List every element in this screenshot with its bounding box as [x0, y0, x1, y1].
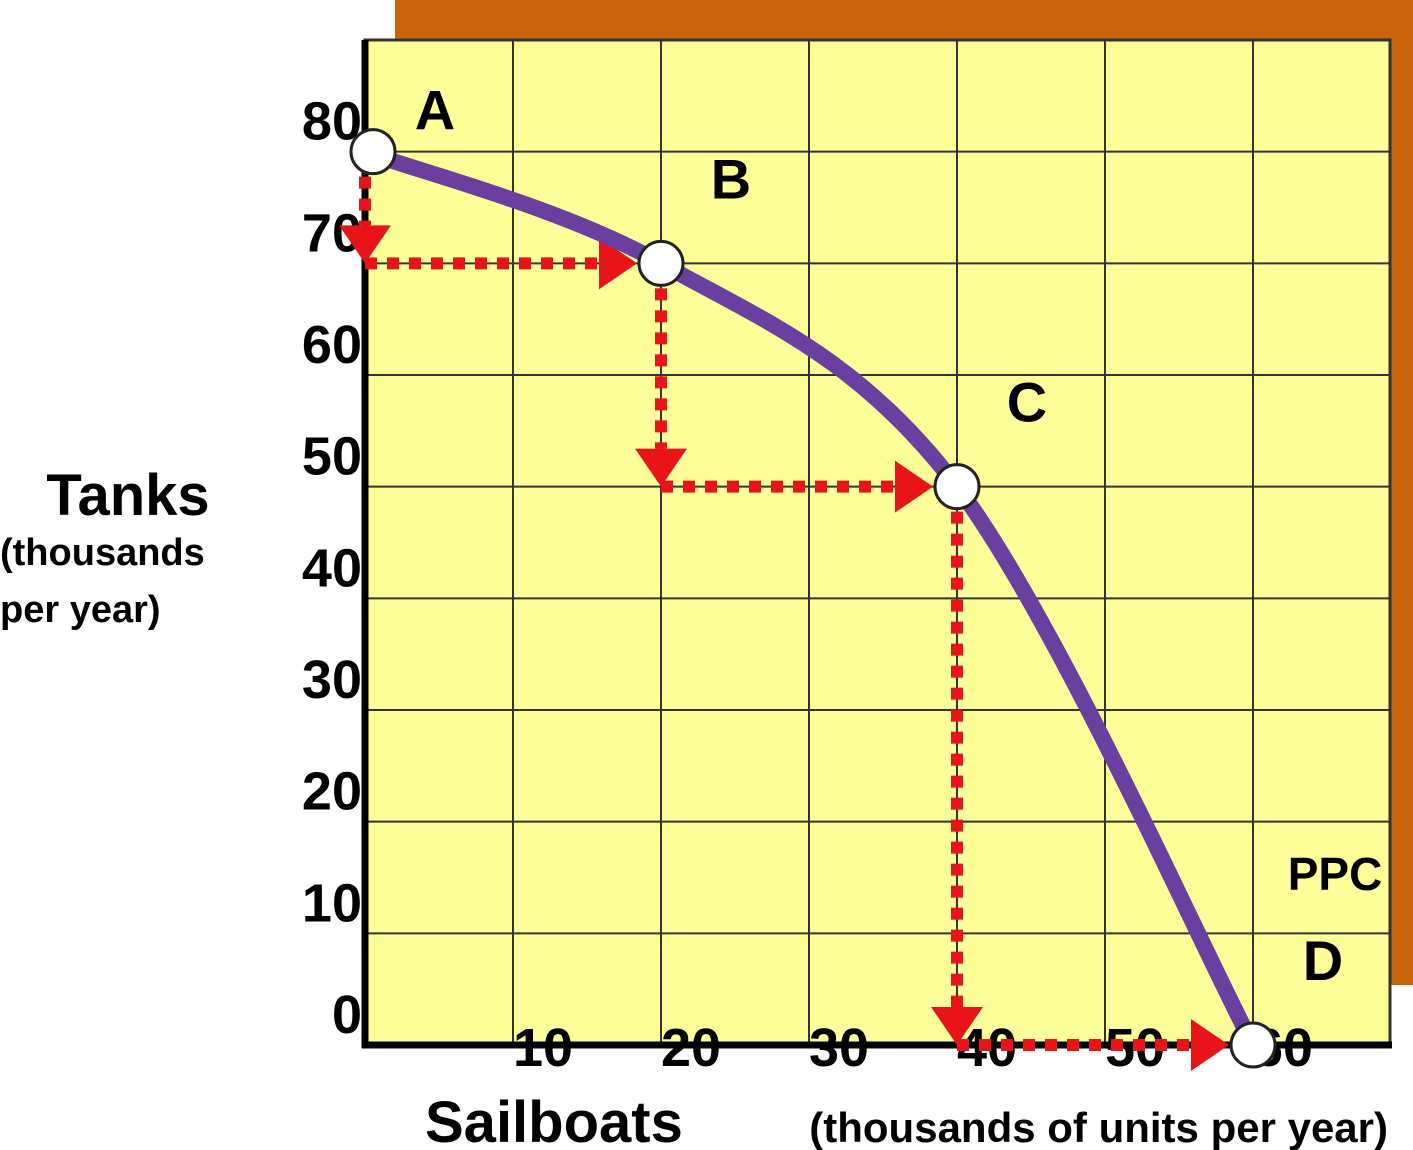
point-marker [1229, 1021, 1277, 1069]
point-label: C [1007, 371, 1047, 434]
y-axis-subtitle: (thousands [0, 532, 205, 574]
arrow-head [599, 237, 637, 290]
point-marker [349, 128, 397, 176]
arrow-head [1191, 1019, 1229, 1071]
point-label: A [415, 79, 455, 142]
annotation: PPC [1288, 848, 1383, 900]
y-tick-label: 20 [302, 762, 362, 822]
x-tick-label: 20 [661, 1018, 721, 1078]
y-tick-label: 0 [332, 985, 362, 1045]
ppc-curve [362, 144, 1261, 1049]
y-tick-label: 60 [302, 315, 362, 375]
point-marker [933, 463, 981, 511]
y-axis-title: Tanks [46, 463, 209, 528]
plot-area [365, 40, 1390, 1045]
arrow-head [895, 460, 933, 513]
arrow-head [635, 448, 687, 487]
y-tick-label: 10 [302, 873, 362, 933]
arrow-head [339, 225, 391, 264]
y-tick-label: 30 [302, 650, 362, 710]
y-tick-label: 40 [302, 538, 362, 598]
x-axis-title: Sailboats [425, 1090, 683, 1150]
y-axis-subtitle: per year) [0, 589, 161, 631]
x-tick-label: 10 [513, 1018, 573, 1078]
x-axis-subtitle: (thousands of units per year) [809, 1104, 1388, 1150]
point-label: D [1303, 929, 1343, 992]
arrow-head [931, 1007, 983, 1045]
point-label: B [711, 147, 751, 210]
y-tick-label: 50 [302, 427, 362, 487]
x-tick-label: 30 [809, 1018, 869, 1078]
point-marker [637, 239, 685, 287]
